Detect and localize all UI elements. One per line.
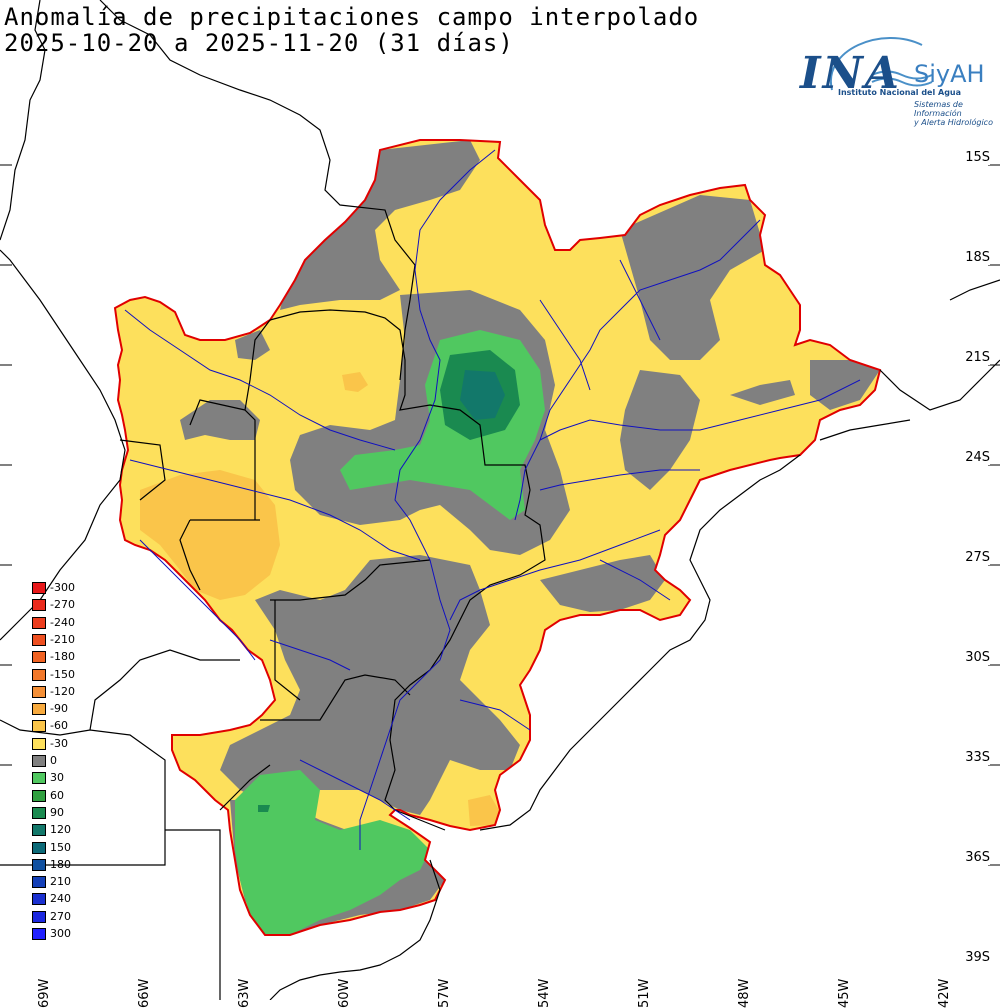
legend-swatch xyxy=(32,842,46,854)
legend-label: 180 xyxy=(50,858,71,871)
legend-label: -60 xyxy=(50,719,68,732)
legend-swatch xyxy=(32,807,46,819)
legend-label: 0 xyxy=(50,754,57,767)
legend-swatch xyxy=(32,859,46,871)
legend-label: 300 xyxy=(50,927,71,940)
latitude-label: 30S xyxy=(965,650,990,665)
latitude-label: 15S xyxy=(965,150,990,165)
latitude-label: 21S xyxy=(965,350,990,365)
longitude-label: 63W xyxy=(237,979,252,1008)
longitude-label: 54W xyxy=(537,979,552,1008)
legend-label: -30 xyxy=(50,737,68,750)
latitude-label: 27S xyxy=(965,550,990,565)
logo-institute-text: Instituto Nacional del Agua xyxy=(838,88,961,97)
legend-swatch xyxy=(32,669,46,681)
ina-siyah-logo: INA SiyAH Instituto Nacional del Agua Si… xyxy=(792,30,997,130)
legend-swatch xyxy=(32,755,46,767)
latitude-label: 36S xyxy=(965,850,990,865)
longitude-label: 66W xyxy=(137,979,152,1008)
legend-swatch xyxy=(32,772,46,784)
longitude-label: 51W xyxy=(637,979,652,1008)
legend-swatch xyxy=(32,703,46,715)
legend-label: -270 xyxy=(50,598,75,611)
legend-swatch xyxy=(32,824,46,836)
legend-swatch xyxy=(32,928,46,940)
longitude-label: 60W xyxy=(337,979,352,1008)
legend-label: -90 xyxy=(50,702,68,715)
legend-swatch xyxy=(32,790,46,802)
legend-label: -240 xyxy=(50,616,75,629)
latitude-label: 18S xyxy=(965,250,990,265)
legend-swatch xyxy=(32,634,46,646)
longitude-label: 57W xyxy=(437,979,452,1008)
legend-label: -120 xyxy=(50,685,75,698)
legend-label: 90 xyxy=(50,806,64,819)
legend-swatch xyxy=(32,893,46,905)
latitude-label: 24S xyxy=(965,450,990,465)
legend-label: 60 xyxy=(50,789,64,802)
logo-system-text: Sistemas de Información y Alerta Hidroló… xyxy=(914,100,997,127)
legend-label: -180 xyxy=(50,650,75,663)
legend-label: 150 xyxy=(50,841,71,854)
legend-label: -150 xyxy=(50,668,75,681)
legend-swatch xyxy=(32,617,46,629)
legend-swatch xyxy=(32,686,46,698)
legend-swatch xyxy=(32,720,46,732)
legend-label: -210 xyxy=(50,633,75,646)
longitude-label: 42W xyxy=(937,979,952,1008)
legend-label: -300 xyxy=(50,581,75,594)
legend-label: 210 xyxy=(50,875,71,888)
legend-label: 30 xyxy=(50,771,64,784)
legend-label: 240 xyxy=(50,892,71,905)
legend-swatch xyxy=(32,582,46,594)
latitude-label: 33S xyxy=(965,750,990,765)
map-title: Anomalía de precipitaciones campo interp… xyxy=(4,4,699,30)
logo-secondary-text: SiyAH xyxy=(914,60,985,88)
legend-swatch xyxy=(32,738,46,750)
legend-swatch xyxy=(32,599,46,611)
legend-swatch xyxy=(32,876,46,888)
longitude-label: 45W xyxy=(837,979,852,1008)
map-date-range: 2025-10-20 a 2025-11-20 (31 días) xyxy=(4,30,514,56)
legend-swatch xyxy=(32,651,46,663)
legend-swatch xyxy=(32,911,46,923)
longitude-label: 69W xyxy=(37,979,52,1008)
legend-label: 120 xyxy=(50,823,71,836)
longitude-label: 48W xyxy=(737,979,752,1008)
legend-label: 270 xyxy=(50,910,71,923)
latitude-label: 39S xyxy=(965,950,990,965)
